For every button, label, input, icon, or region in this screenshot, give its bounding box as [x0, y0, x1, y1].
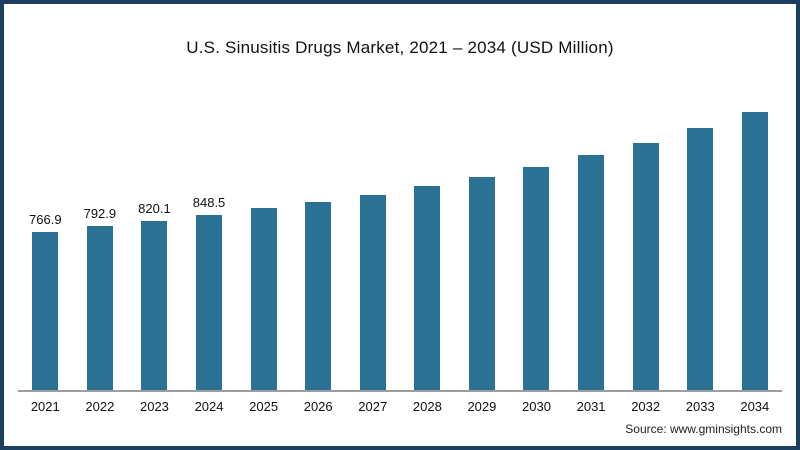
bar	[414, 186, 441, 390]
bar-column: 792.9	[73, 206, 128, 390]
bar	[196, 214, 223, 390]
bar-column: 848.5	[182, 195, 237, 390]
bar	[305, 201, 332, 390]
year-label: 2030	[522, 399, 551, 414]
bar	[741, 112, 768, 390]
bar	[86, 226, 113, 390]
year-label: 2027	[358, 399, 388, 414]
bar	[32, 231, 59, 390]
value-label: 766.9	[29, 211, 62, 227]
bar-column	[345, 175, 400, 390]
value-label: 792.9	[83, 206, 117, 222]
year-label: 2023	[139, 399, 169, 414]
year-label: 2031	[576, 399, 606, 414]
value-label: 820.1	[138, 200, 171, 216]
x-axis-labels: 2021 2022 2023 2024 2025 2026 2027 2028 2029 2030…	[18, 392, 782, 414]
bar-column: 820.1	[127, 200, 182, 390]
plot-area: 766.9 792.9 820.1 848.5	[18, 88, 782, 392]
year-label: 2033	[685, 399, 715, 414]
bar-column	[455, 157, 510, 390]
year-label: 2029	[467, 399, 497, 414]
year-label: 2034	[740, 399, 770, 414]
bar	[468, 177, 495, 390]
year-label: 2032	[631, 399, 661, 414]
chart-title: U.S. Sinusitis Drugs Market, 2021 – 2034…	[186, 38, 614, 57]
year-label: 2025	[249, 399, 279, 414]
bar-column	[509, 147, 564, 390]
bar	[523, 166, 550, 390]
bar	[359, 194, 386, 390]
bar-column	[673, 108, 728, 390]
source-attribution: Source: www.gminsights.com	[625, 422, 782, 436]
bar-column: 766.9	[18, 211, 73, 390]
bar-column	[728, 92, 783, 390]
year-label: 2021	[30, 399, 60, 414]
bar-column	[564, 135, 619, 390]
bar	[250, 208, 277, 390]
bar	[687, 127, 714, 390]
bar-column	[236, 188, 291, 390]
year-label: 2028	[412, 399, 442, 414]
bar	[578, 154, 605, 390]
bar-column	[618, 123, 673, 390]
bar-chart: 766.9 792.9 820.1 848.5 2021 2022 2023 2024 202…	[18, 88, 782, 414]
bar-column	[400, 166, 455, 390]
value-label: 848.5	[192, 194, 226, 210]
bar	[141, 220, 168, 390]
year-label: 2026	[303, 399, 333, 414]
year-label: 2022	[85, 399, 115, 414]
year-label: 2024	[194, 399, 224, 414]
bar	[632, 142, 659, 390]
bar-column	[291, 182, 346, 390]
